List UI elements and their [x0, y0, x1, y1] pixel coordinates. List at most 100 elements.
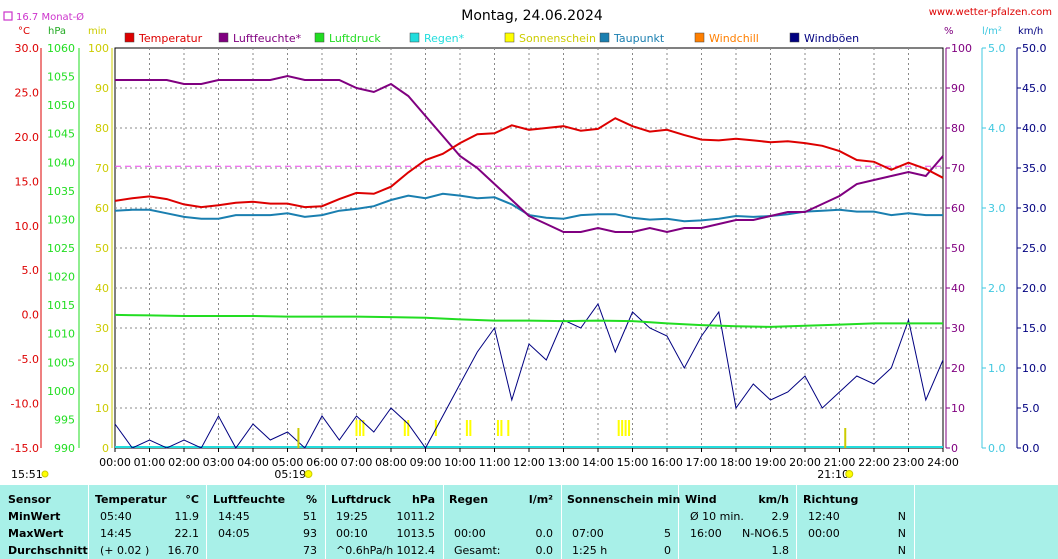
- sunshine-bar: [465, 420, 468, 436]
- table-divider: [88, 485, 89, 559]
- legend-swatch: [124, 32, 135, 43]
- x-tick-label: 12:00: [513, 456, 545, 469]
- temp-value: 11.9: [174, 510, 200, 523]
- weather-chart: 30.0 25.0 20.0 15.0 10.0 5.0 0.0 -5.0 -10.0 -15.0…: [3, 7, 1052, 481]
- sunshine-bar: [355, 420, 358, 436]
- row-label: MinWert: [8, 510, 61, 523]
- press-value: 1011.2: [396, 510, 436, 523]
- lm2-tick-label: 4.0: [988, 122, 1006, 135]
- header-humidity: Luftfeuchte: [213, 493, 286, 506]
- chart-grid: [114, 47, 944, 449]
- unit-celsius: °C: [18, 26, 30, 37]
- press-time: 19:25: [336, 510, 368, 523]
- hpa-tick-label: 1045: [47, 128, 75, 141]
- x-tick-label: 02:00: [168, 456, 200, 469]
- percent-tick-label: 90: [951, 82, 965, 95]
- legend-item-temperature: Temperatur: [124, 32, 203, 45]
- minutes-tick-label: 90: [95, 82, 109, 95]
- lm2-tick-label: 2.0: [988, 282, 1006, 295]
- kmh-tick-label: 20.0: [1022, 282, 1047, 295]
- x-tick-label: 13:00: [548, 456, 580, 469]
- rain-value: 0.0: [535, 544, 554, 557]
- kmh-tick-label: 30.0: [1022, 202, 1047, 215]
- kmh-tick-label: 10.0: [1022, 362, 1047, 375]
- wind-direction: N-NO: [742, 527, 772, 540]
- temp-tick-label: 0.0: [22, 309, 40, 322]
- monthly-avg-marker: [3, 11, 13, 21]
- site-url[interactable]: www.wetter-pfalzen.com: [929, 7, 1052, 18]
- sunshine-bar: [407, 420, 410, 436]
- header-sensor: Sensor: [8, 493, 51, 506]
- sunshine-bar: [358, 420, 361, 436]
- percent-tick-label: 40: [951, 282, 965, 295]
- x-tick-label: 15:00: [617, 456, 649, 469]
- legend-label: Regen*: [424, 32, 465, 45]
- kmh-tick-label: 45.0: [1022, 82, 1047, 95]
- legend-item-rain: Regen*: [409, 32, 465, 45]
- minutes-tick-label: 0: [102, 442, 109, 455]
- hpa-tick-label: 1035: [47, 185, 75, 198]
- legend-label: Luftdruck: [329, 32, 381, 45]
- chart-title: Montag, 24.06.2024: [461, 8, 603, 24]
- sunshine-bar: [617, 420, 620, 436]
- x-tick-label: 11:00: [479, 456, 511, 469]
- stats-table: Sensor Temperatur °C Luftfeuchte% Luftdruck h…: [0, 485, 1058, 559]
- temp-tick-label: 20.0: [15, 131, 40, 144]
- header-humidity-unit: %: [305, 493, 317, 506]
- sunrise-time: 05:19: [274, 468, 306, 481]
- legend-swatch: [504, 32, 515, 43]
- x-tick-label: 24:00: [927, 456, 959, 469]
- press-value: 1013.5: [396, 527, 436, 540]
- x-tick-label: 10:00: [444, 456, 476, 469]
- legend-swatch: [218, 32, 229, 43]
- header-direction: Richtung: [803, 493, 859, 506]
- sunshine-bar: [500, 420, 503, 436]
- wind-time: Ø 10 min.: [690, 510, 744, 523]
- hpa-tick-label: 1050: [47, 99, 75, 112]
- hum-value: 73: [303, 544, 317, 557]
- legend-swatch: [694, 32, 705, 43]
- table-divider: [206, 485, 207, 559]
- temp-tick-label: 15.0: [15, 175, 40, 188]
- legend-swatch: [409, 32, 420, 43]
- hpa-tick-label: 1015: [47, 299, 75, 312]
- percent-tick-label: 60: [951, 202, 965, 215]
- unit-min: min: [88, 26, 107, 37]
- wind-value: 2.9: [771, 510, 790, 523]
- x-tick-label: 21:00: [824, 456, 856, 469]
- x-tick-label: 07:00: [341, 456, 373, 469]
- dir-value: N: [897, 510, 906, 523]
- x-tick-label: 19:00: [755, 456, 787, 469]
- x-tick-label: 00:00: [99, 456, 131, 469]
- humidity-series-line: [115, 74, 944, 234]
- percent-tick-label: 20: [951, 362, 965, 375]
- sunrise-icon: [304, 470, 313, 478]
- percent-tick-label: 70: [951, 162, 965, 175]
- x-tick-label: 03:00: [203, 456, 235, 469]
- hpa-tick-label: 1000: [47, 385, 75, 398]
- sun-value: 0: [664, 544, 671, 557]
- hpa-tick-label: 1055: [47, 71, 75, 84]
- legend-item-gusts: Windböen: [789, 32, 859, 45]
- legend-item-windchill: Windchill: [694, 32, 759, 45]
- press-time: ^0.6hPa/h: [336, 544, 394, 557]
- table-divider: [914, 485, 915, 559]
- wind-value: 6.5: [771, 527, 790, 540]
- hpa-tick-label: 1010: [47, 328, 75, 341]
- gusts-series-line: [114, 302, 944, 449]
- header-wind-unit: km/h: [758, 493, 789, 506]
- chart-marks: [114, 74, 944, 449]
- header-wind: Wind: [685, 493, 717, 506]
- hpa-tick-label: 1025: [47, 242, 75, 255]
- hum-time: 14:45: [218, 510, 250, 523]
- current-sun-icon: [41, 470, 49, 478]
- legend-swatch: [314, 32, 325, 43]
- dir-time: 12:40: [808, 510, 840, 523]
- x-tick-label: 18:00: [720, 456, 752, 469]
- sunshine-bar: [624, 420, 627, 436]
- temp-tick-label: -5.0: [18, 353, 39, 366]
- x-tick-label: 09:00: [410, 456, 442, 469]
- legend-item-pressure: Luftdruck: [314, 32, 381, 45]
- kmh-tick-label: 50.0: [1022, 42, 1047, 55]
- temp-time: 14:45: [100, 527, 132, 540]
